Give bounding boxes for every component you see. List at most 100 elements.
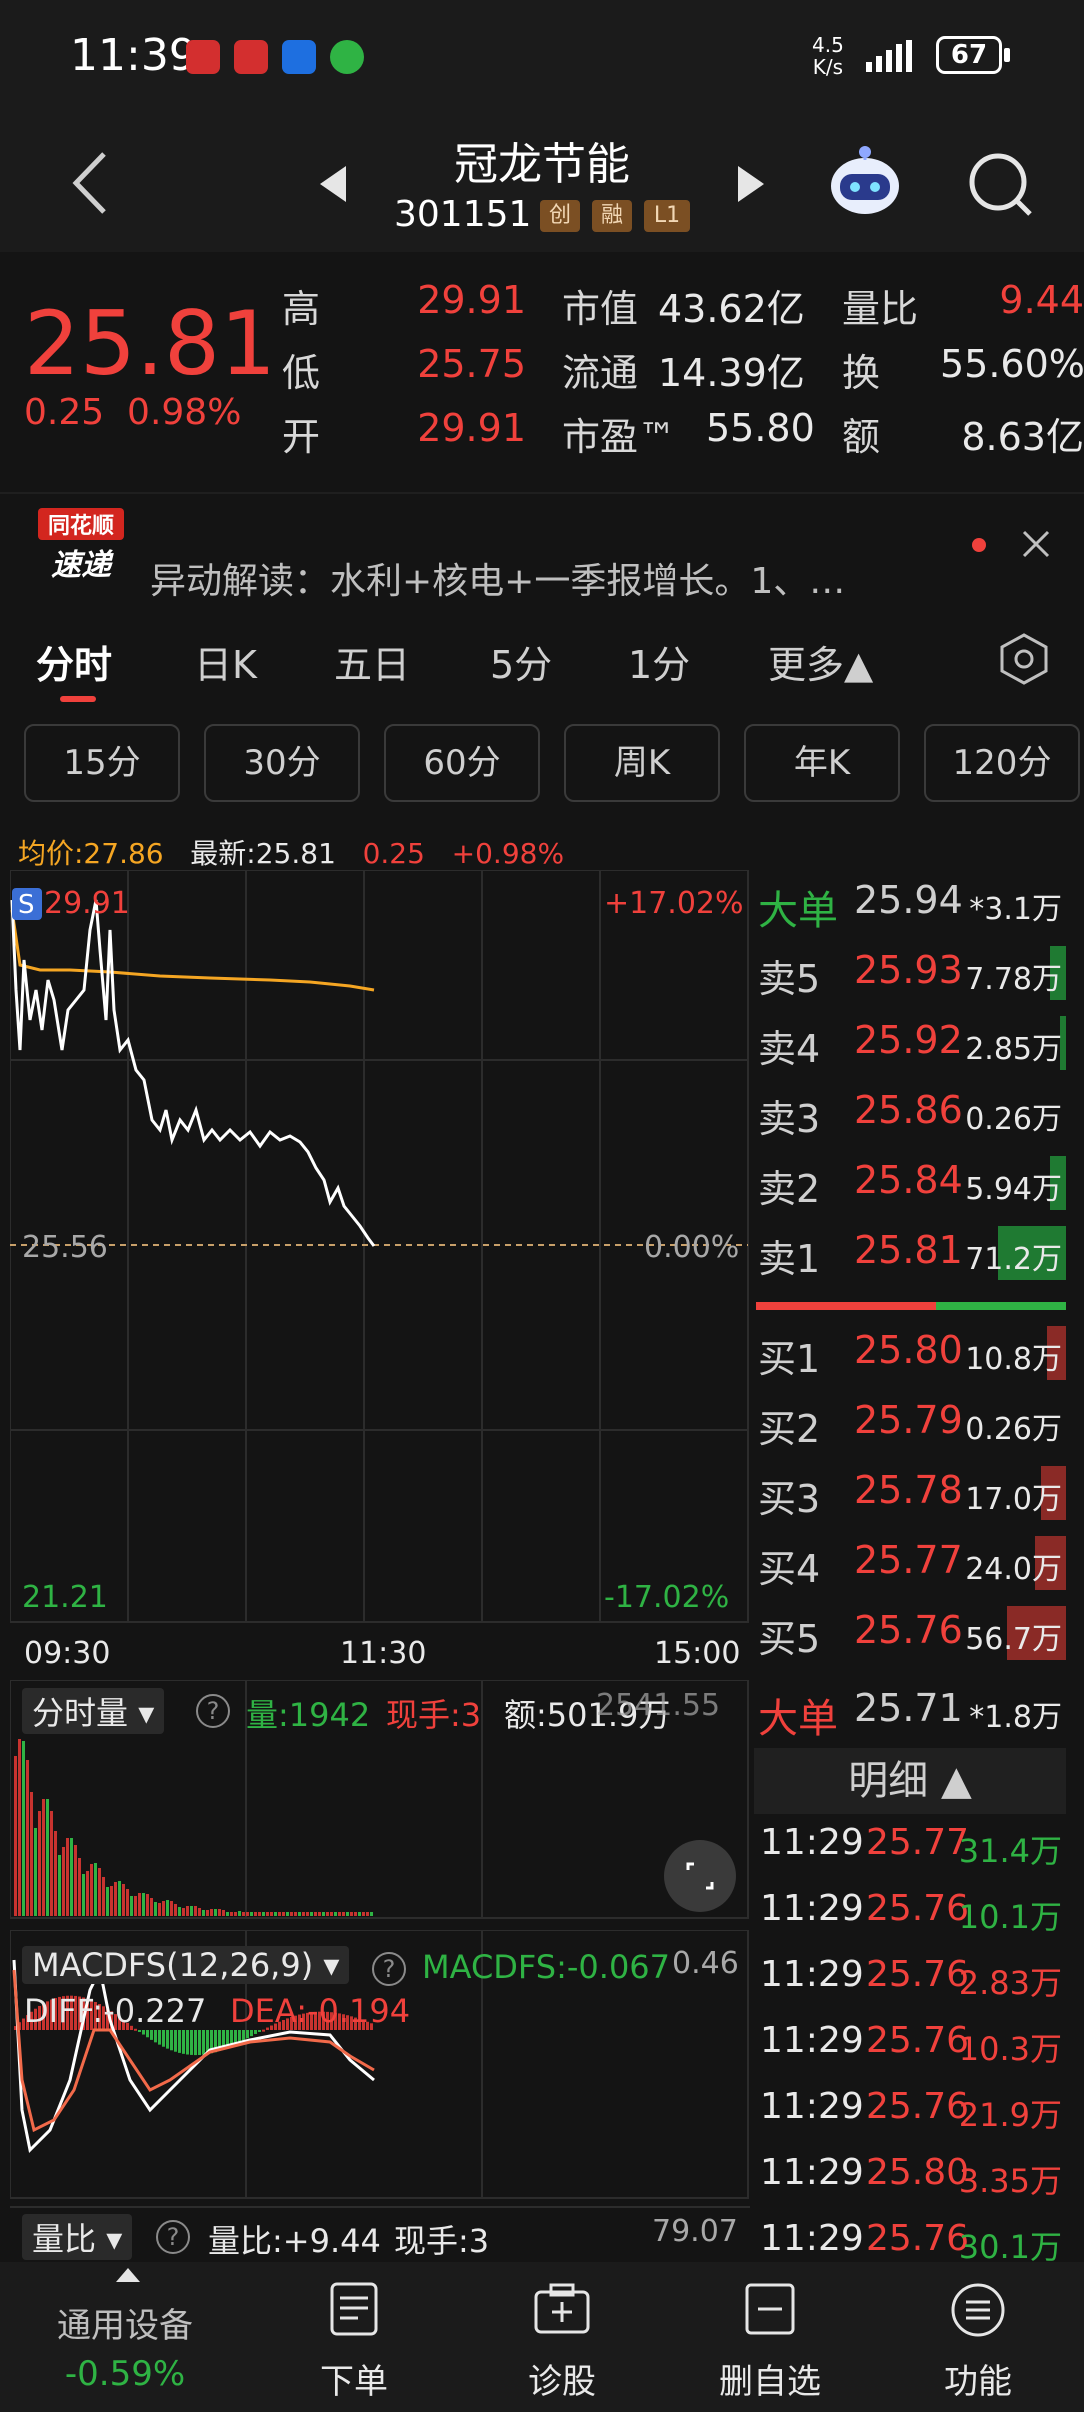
volume-bar [118, 1881, 121, 1916]
macd-bar [178, 2030, 181, 2053]
macd-bar [46, 2001, 49, 2030]
macd-bar [198, 2030, 201, 2055]
fullscreen-icon[interactable] [664, 1840, 736, 1912]
volume-amount: 额:501.9万 [504, 1696, 671, 1734]
macd-selector[interactable]: MACDFS(12,26,9) ▾ [22, 1946, 350, 1984]
tab-daily-k[interactable]: 日K [194, 643, 257, 687]
volume-bar [274, 1912, 277, 1916]
stock-header: 冠龙节能 301151 创 融 L1 [0, 110, 1084, 252]
detail-header[interactable]: 明细 ▲ [754, 1748, 1066, 1814]
volume-bar [262, 1912, 265, 1916]
low-value: 25.75 [417, 342, 526, 386]
volume-bar [54, 1831, 57, 1916]
bid-ask-ratio-bar [756, 1302, 1066, 1310]
mktcap-value: 43.62亿 [658, 287, 805, 331]
volume-bar [146, 1894, 149, 1916]
volume-bar [154, 1902, 157, 1916]
volume-bar [282, 1912, 285, 1916]
period-15min[interactable]: 15分 [24, 724, 180, 802]
nav-order[interactable]: 下单 [274, 2262, 434, 2412]
settings-hexagon-icon[interactable] [998, 632, 1050, 690]
latest-change-pct: +0.98% [451, 837, 565, 870]
close-icon[interactable] [1020, 528, 1052, 564]
period-year[interactable]: 年K [744, 724, 900, 802]
volume-bar [62, 1847, 65, 1916]
intraday-chart[interactable] [10, 870, 750, 1626]
back-icon[interactable] [70, 150, 110, 220]
macd-bar [226, 2030, 229, 2049]
volume-bar [318, 1912, 321, 1916]
volume-chart[interactable] [10, 1680, 750, 1920]
tab-more[interactable]: 更多▲ [768, 643, 874, 687]
ratio-selector[interactable]: 量比 ▾ [22, 2214, 133, 2260]
macd-bar [78, 1996, 81, 2030]
x-label-mid: 11:30 [340, 1636, 427, 1671]
macd-chart[interactable] [10, 1930, 750, 2200]
nav-functions[interactable]: 功能 [898, 2262, 1058, 2412]
macd-bar [146, 2030, 149, 2038]
ask-volume-bar [1050, 946, 1066, 1000]
ask-volume-bar [1060, 1016, 1066, 1070]
period-60min[interactable]: 60分 [384, 724, 540, 802]
period-buttons: 15分 30分 60分 周K 年K 120分 [0, 716, 1084, 808]
news-ticker[interactable]: 同花顺 速递 异动解读：水利+核电+一季报增长。1、… [0, 492, 1084, 602]
next-stock-icon[interactable] [736, 166, 764, 206]
volume-bar [178, 1907, 181, 1916]
macd-bar [306, 2012, 309, 2030]
nav-remove-watchlist[interactable]: 删自选 [690, 2262, 850, 2412]
volume-bar [362, 1912, 365, 1916]
macd-bar [22, 2018, 25, 2030]
volume-bar [214, 1909, 217, 1916]
macd-bar [98, 2004, 101, 2030]
volume-bar [150, 1898, 153, 1916]
macd-bar [14, 2026, 17, 2030]
period-120min[interactable]: 120分 [924, 724, 1080, 802]
volume-bar [238, 1911, 241, 1916]
tab-5min[interactable]: 5分 [490, 643, 553, 687]
remove-icon [745, 2283, 795, 2335]
sector-indicator[interactable]: 通用设备 -0.59% [20, 2262, 230, 2412]
volume-bar [126, 1889, 129, 1916]
macd-bar [154, 2030, 157, 2043]
tab-five-day[interactable]: 五日 [334, 643, 411, 687]
volume-bar [206, 1910, 209, 1916]
volume-bar [298, 1912, 301, 1916]
bid-volume-bar [1041, 1466, 1066, 1520]
ask-row: 卖5 25.93 7.78万 [756, 940, 1066, 1006]
float-value: 14.39亿 [658, 351, 805, 395]
volume-bar [310, 1912, 313, 1916]
help-icon[interactable]: ? [156, 2220, 190, 2254]
macd-bar [366, 2021, 369, 2030]
up-caret-icon [116, 2268, 140, 2282]
volume-bar [78, 1858, 81, 1916]
volume-bar [186, 1906, 189, 1916]
prev-stock-icon[interactable] [320, 166, 348, 206]
volume-bar [170, 1901, 173, 1916]
nav-diagnose[interactable]: 诊股 [482, 2262, 642, 2412]
tab-1min[interactable]: 1分 [628, 643, 691, 687]
volume-bar [74, 1845, 77, 1916]
search-icon[interactable] [966, 150, 1036, 224]
robot-assistant-icon[interactable] [826, 144, 904, 222]
volume-bar [278, 1912, 281, 1916]
volume-bar [258, 1912, 261, 1916]
macd-histogram [14, 1995, 373, 2056]
wechat-icon [330, 40, 364, 74]
battery-indicator: 67 [936, 36, 1002, 74]
vol-ratio-value: 9.44 [999, 278, 1084, 322]
macd-bar [258, 2030, 261, 2032]
y-mid-left: 25.56 [22, 1230, 108, 1265]
macd-bar [162, 2030, 165, 2047]
dea-value: DEA:-0.194 [230, 1992, 411, 2030]
tab-intraday[interactable]: 分时 [36, 643, 113, 687]
volume-bar [366, 1912, 369, 1916]
y-mid-right: 0.00% [644, 1230, 740, 1265]
volume-selector[interactable]: 分时量 ▾ [22, 1688, 165, 1734]
period-30min[interactable]: 30分 [204, 724, 360, 802]
macd-bar [214, 2030, 217, 2053]
help-icon[interactable]: ? [196, 1694, 230, 1728]
help-icon[interactable]: ? [372, 1952, 406, 1986]
s-marker: S [18, 890, 35, 920]
bid-row: 买3 25.78 17.0万 [756, 1460, 1066, 1526]
period-week[interactable]: 周K [564, 724, 720, 802]
